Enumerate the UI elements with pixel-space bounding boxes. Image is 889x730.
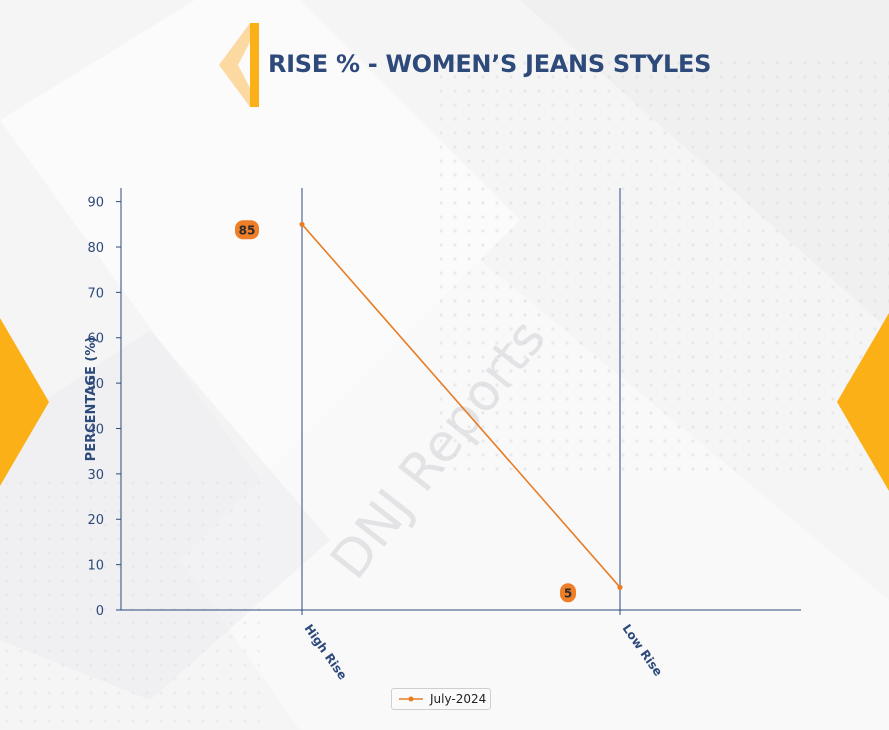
data-point (617, 584, 623, 590)
chart-title: RISE % - WOMEN’S JEANS STYLES (268, 50, 712, 78)
right-side-triangle (837, 313, 889, 491)
left-side-triangle (0, 318, 49, 486)
legend: July-2024 (391, 688, 491, 710)
y-axis-title: PERCENTAGE (%) (84, 337, 99, 462)
x-tick-label: High Rise (302, 622, 350, 683)
data-label-badge (235, 220, 259, 240)
y-tick-label: 80 (87, 241, 104, 256)
watermark: DNJ Reports (319, 309, 557, 590)
y-tick-label: 40 (87, 422, 104, 437)
y-tick-label: 20 (87, 513, 104, 528)
y-tick-label: 30 (87, 468, 104, 483)
series-line (301, 223, 621, 588)
data-label: 85 (239, 223, 256, 237)
x-tick-label: Low Rise (620, 622, 666, 679)
data-point (299, 221, 305, 227)
data-label-badge (560, 583, 576, 603)
y-tick-label: 60 (87, 332, 104, 347)
legend-item-label: July-2024 (430, 692, 487, 706)
chart-header: RISE % - WOMEN’S JEANS STYLES (0, 0, 889, 130)
y-tick-label: 90 (87, 196, 104, 211)
legend-line-marker-icon (399, 696, 423, 702)
y-tick-label: 0 (96, 604, 104, 619)
title-chevron-icon (219, 23, 259, 107)
data-label: 5 (564, 586, 572, 600)
y-tick-label: 50 (87, 377, 104, 392)
y-tick-label: 70 (87, 286, 104, 301)
y-tick-label: 10 (87, 559, 104, 574)
